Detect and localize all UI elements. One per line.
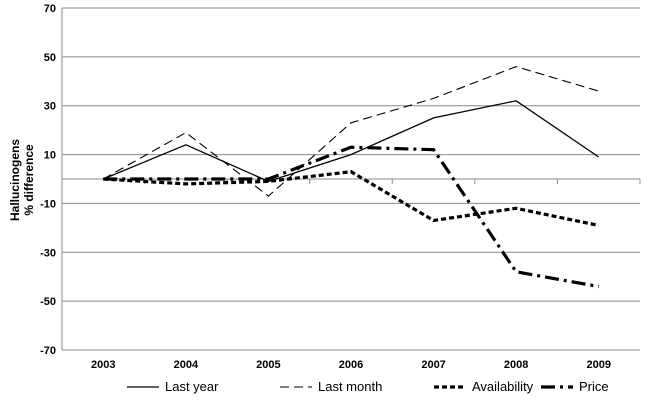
series-line-availability (103, 170, 600, 227)
series-line-last-year (103, 100, 600, 183)
x-tick-label: 2004 (174, 359, 199, 371)
x-tick-label: 2008 (504, 359, 528, 371)
y-tick-label: -70 (40, 345, 56, 357)
y-tick-label: -10 (40, 198, 56, 210)
legend-label: Last month (318, 379, 382, 394)
y-tick-label: -50 (40, 296, 56, 308)
y-tick-label: 70 (44, 3, 56, 15)
y-tick-label: 50 (44, 52, 56, 64)
y-tick-label: 30 (44, 101, 56, 113)
series-line-last-month (103, 66, 599, 197)
x-tick-label: 2009 (586, 359, 610, 371)
y-tick-label: -30 (40, 247, 56, 259)
x-tick-label: 2005 (256, 359, 280, 371)
grid-layer (62, 7, 640, 351)
legend: Last year Last month Availability Price (127, 379, 609, 394)
y-tick-label: 10 (44, 150, 56, 162)
legend-label: Price (579, 379, 609, 394)
x-tick-label: 2003 (91, 359, 115, 371)
series-line-price (103, 145, 599, 289)
y-axis-label-line-2: % difference (22, 144, 36, 216)
y-axis-label-line-1: Hallucinogens (8, 139, 22, 221)
legend-label: Availability (472, 379, 534, 394)
axis-layer: 70 50 30 10 -10 -30 -50 -70 2003 2004 2005 2006 2007… (40, 3, 641, 371)
legend-label: Last year (165, 379, 219, 394)
series-layer (103, 66, 600, 289)
x-tick-label: 2006 (339, 359, 363, 371)
x-tick-label: 2007 (421, 359, 445, 371)
